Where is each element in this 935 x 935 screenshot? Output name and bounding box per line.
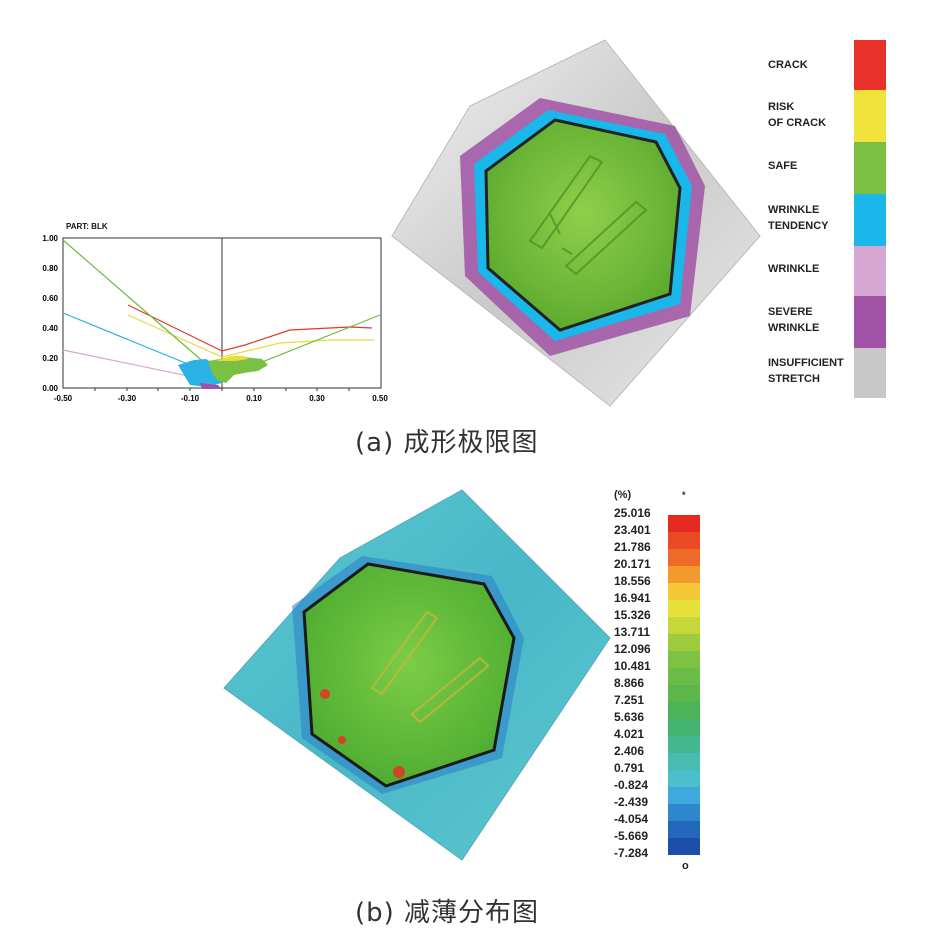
scale-value: -4.054 — [614, 812, 649, 826]
scale-value: 8.866 — [614, 676, 645, 690]
scale-color-cell — [668, 702, 700, 719]
safe-zone — [484, 118, 682, 332]
scale-color-cell — [668, 549, 700, 566]
scale-value: -5.669 — [614, 829, 649, 843]
scale-color-cell — [668, 532, 700, 549]
scale-color-cell — [668, 804, 700, 821]
scale-value: 18.556 — [614, 574, 651, 588]
thinning-part-surface — [302, 562, 516, 788]
scale-value: 25.016 — [614, 506, 651, 520]
scale-color-cell — [668, 668, 700, 685]
fld-tick-marks — [94, 388, 350, 391]
scale-value: -7.284 — [614, 846, 649, 860]
legend-label-crack: CRACK — [768, 59, 808, 71]
scale-color-cell — [668, 617, 700, 634]
fld-y-tick: 0.60 — [42, 294, 58, 303]
fld-x-tick: 0.50 — [372, 394, 388, 403]
legend-label-insufficient-stretch: INSUFFICIENT STRETCH — [768, 357, 844, 385]
fld-y-tick: 0.80 — [42, 264, 58, 273]
thinning-part-image — [223, 489, 611, 861]
legend-swatch-wrinkle-tendency — [854, 194, 886, 246]
legend-label-severe-wrinkle: SEVERE WRINKLE — [768, 306, 820, 334]
legend-swatch-severe-wrinkle — [854, 296, 886, 348]
scale-color-cell — [668, 736, 700, 753]
caption-a: (a) 成形极限图 — [355, 428, 539, 458]
scale-color-cell — [668, 838, 700, 855]
fld-y-tick: 0.40 — [42, 324, 58, 333]
scale-value: 0.791 — [614, 761, 645, 775]
fld-y-tick: 0.20 — [42, 354, 58, 363]
fld-x-tick: -0.30 — [118, 394, 137, 403]
scale-color-cell — [668, 685, 700, 702]
scale-bottom-mark: o — [682, 860, 689, 872]
scale-value: 7.251 — [614, 693, 645, 707]
legend-swatch-crack — [854, 40, 886, 90]
scale-value: 15.326 — [614, 608, 651, 622]
scale-value: 21.786 — [614, 540, 651, 554]
fld-y-tick: 1.00 — [42, 234, 58, 243]
scale-value: 23.401 — [614, 523, 651, 537]
fld-crack-curve — [127, 304, 373, 352]
scale-unit: (%) — [614, 489, 632, 501]
fld-x-tick: 0.10 — [246, 394, 262, 403]
legend-label-wrinkle-tendency: WRINKLE TENDENCY — [768, 204, 829, 232]
scale-value: 16.941 — [614, 591, 651, 605]
legend-label-risk: RISK OF CRACK — [768, 101, 827, 129]
legend-swatch-insufficient-stretch — [854, 348, 886, 398]
scale-value: -2.439 — [614, 795, 649, 809]
scale-color-cell — [668, 600, 700, 617]
thinning-hotspots — [320, 689, 405, 778]
legend-label-wrinkle: WRINKLE — [768, 263, 820, 275]
fld-chart: PART: BLK 1.00 0.80 0.60 0.40 0.20 0.00 … — [42, 222, 388, 403]
scale-value: 2.406 — [614, 744, 645, 758]
scale-value: 12.096 — [614, 642, 651, 656]
legend-swatch-wrinkle — [854, 246, 886, 296]
legend-label-safe: SAFE — [768, 160, 798, 172]
fld-x-tick: -0.50 — [54, 394, 73, 403]
scale-color-cell — [668, 634, 700, 651]
scale-color-cell — [668, 719, 700, 736]
scale-value: 5.636 — [614, 710, 645, 724]
scale-top-mark: * — [682, 490, 686, 500]
scale-color-cell — [668, 651, 700, 668]
scale-value: 4.021 — [614, 727, 645, 741]
fld-y-ticks: 1.00 0.80 0.60 0.40 0.20 0.00 — [42, 234, 58, 393]
legend-swatch-risk — [854, 90, 886, 142]
scale-value: 20.171 — [614, 557, 651, 571]
scale-color-cell — [668, 515, 700, 532]
scale-color-cell — [668, 566, 700, 583]
fld-x-ticks: -0.50 -0.30 -0.10 0.10 0.30 0.50 — [54, 394, 388, 403]
fld-strain-cloud — [178, 356, 268, 389]
part-embossing — [528, 154, 648, 276]
scale-color-cell — [668, 583, 700, 600]
scale-color-cell — [668, 821, 700, 838]
caption-b: (b) 减薄分布图 — [355, 898, 540, 928]
fld-y-tick: 0.00 — [42, 384, 58, 393]
scale-value: 10.481 — [614, 659, 651, 673]
fld-risk-curve — [127, 314, 374, 358]
scale-color-cell — [668, 770, 700, 787]
fld-part-image — [391, 39, 761, 407]
fld-x-tick: -0.10 — [181, 394, 200, 403]
fld-x-tick: 0.30 — [309, 394, 325, 403]
thinning-embossing — [370, 610, 490, 724]
scale-color-cell — [668, 787, 700, 804]
scale-value: 13.711 — [614, 625, 651, 639]
scale-color-cell — [668, 753, 700, 770]
legend-swatch-safe — [854, 142, 886, 194]
scale-value: -0.824 — [614, 778, 649, 792]
fld-part-label: PART: BLK — [66, 222, 108, 231]
